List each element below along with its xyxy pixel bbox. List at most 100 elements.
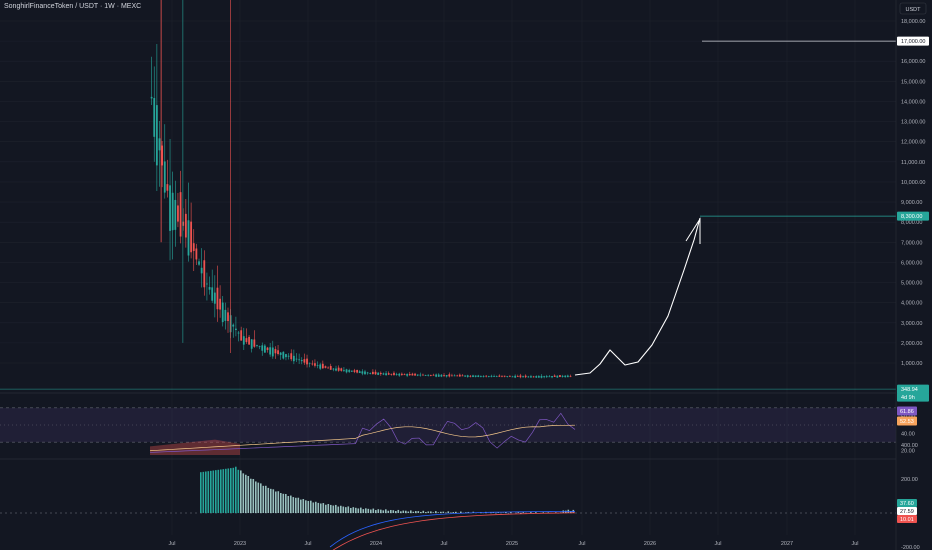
- macd-bar-65: [362, 509, 365, 513]
- candle-body-124: [477, 375, 480, 378]
- candle-body-0: [150, 96, 153, 99]
- macd-bar-10: [225, 468, 227, 513]
- candle-body-46: [271, 347, 274, 357]
- candle-body-20: [203, 260, 206, 288]
- macd-bar-79: [397, 509, 400, 513]
- candle-body-79: [358, 371, 361, 373]
- candle-body-139: [516, 376, 519, 377]
- macd-bar-32: [280, 493, 282, 513]
- macd-bar-59: [347, 506, 350, 513]
- macd-bar-122: [505, 512, 507, 513]
- macd-bar-74: [385, 509, 387, 513]
- candle-body-102: [419, 374, 422, 376]
- candle-body-12: [182, 221, 185, 226]
- macd-bar-16: [240, 470, 242, 513]
- candle-body-21: [206, 283, 208, 285]
- price-tick-7: 11,000.00: [901, 160, 925, 166]
- candle-body-29: [227, 312, 229, 322]
- price-label-1: 8,300.00: [901, 214, 922, 220]
- rsi-label-bg-1: [897, 416, 917, 426]
- macd-bar-41: [302, 499, 305, 513]
- candle-body-64: [319, 364, 322, 369]
- candle-body-43: [263, 345, 266, 353]
- macd-bar-127: [517, 512, 520, 513]
- price-axis-bg: [896, 0, 932, 550]
- candle-body-106: [429, 375, 432, 376]
- candle-body-138: [514, 375, 517, 378]
- candle-body-120: [466, 375, 469, 378]
- price-tick-15: 3,000.00: [901, 321, 922, 327]
- candle-body-22: [208, 287, 211, 290]
- candle-body-69: [332, 368, 335, 370]
- macd-bar-40: [300, 499, 302, 513]
- macd-bar-52: [330, 504, 332, 513]
- candle-body-51: [285, 354, 287, 358]
- candle-body-93: [395, 374, 398, 375]
- candle-body-23: [211, 287, 214, 301]
- macd-label-0: 37.60: [900, 501, 914, 507]
- candle-body-132: [498, 375, 501, 377]
- candle-body-155: [559, 375, 561, 378]
- price-labels: 17,000.00 8,300.00 348.94 4d 9h 61.86 52.53 37…: [897, 36, 929, 523]
- macd-bar-26: [265, 485, 267, 513]
- macd-bar-80: [400, 511, 402, 513]
- candle-body-112: [445, 375, 448, 377]
- candle-body-27: [221, 302, 224, 323]
- candle-body-147: [537, 376, 540, 378]
- currency-button[interactable]: [899, 2, 927, 15]
- macd-bar-132: [530, 512, 532, 513]
- macd-bar-29: [272, 489, 275, 513]
- macd-bar-78: [395, 511, 397, 513]
- macd-bar-18: [245, 474, 247, 513]
- macd-bar-25: [262, 485, 265, 513]
- candle-body-7: [169, 185, 171, 231]
- candle-body-33: [237, 332, 240, 334]
- macd-bar-102: [455, 511, 457, 513]
- macd-bar-14: [235, 466, 237, 513]
- macd-bar-36: [290, 495, 292, 513]
- macd-bar-39: [297, 497, 300, 513]
- macd-bar-55: [337, 506, 340, 513]
- macd-bar-7: [217, 469, 220, 513]
- macd-bar-3: [207, 471, 210, 513]
- candle-body-153: [553, 375, 556, 377]
- macd-label-bg-1: [897, 507, 917, 515]
- price-label-bg-3: [897, 392, 929, 402]
- candle-body-105: [427, 374, 430, 376]
- candle-body-2: [155, 105, 158, 166]
- candle-body-62: [314, 363, 316, 366]
- macd-bar-47: [317, 502, 320, 513]
- macd-bar-77: [392, 510, 395, 513]
- candle-body-65: [321, 363, 324, 369]
- candle-body-151: [548, 376, 551, 378]
- macd-bar-13: [232, 467, 235, 513]
- price-tick-16: 2,000.00: [901, 341, 922, 347]
- macd-bar-137: [542, 512, 545, 513]
- time-tick-4: Jul: [440, 541, 447, 547]
- candle-body-133: [501, 375, 503, 377]
- macd-bar-51: [327, 503, 330, 513]
- time-tick-7: 2026: [644, 541, 656, 547]
- time-tick-2: Jul: [304, 541, 311, 547]
- macd-bar-2: [205, 471, 207, 513]
- candle-body-115: [453, 375, 456, 377]
- candle-body-73: [343, 369, 345, 371]
- macd-bar-53: [332, 505, 335, 513]
- macd-bar-42: [305, 500, 307, 513]
- candle-body-159: [569, 375, 572, 377]
- macd-bar-1: [202, 471, 205, 513]
- candle-body-94: [398, 373, 401, 376]
- time-tick-8: Jul: [714, 541, 721, 547]
- time-axis: Jul 2023 Jul 2024 Jul 2025 Jul 2026 Jul 2027 Jul: [168, 541, 858, 547]
- macd-bar-85: [412, 511, 415, 513]
- macd-bar-44: [310, 500, 312, 513]
- candle-body-71: [337, 367, 340, 371]
- candle-body-101: [416, 374, 419, 376]
- candle-body-86: [377, 372, 380, 375]
- candle-body-109: [437, 374, 440, 377]
- price-levels: [0, 40, 896, 390]
- candle-body-128: [487, 376, 490, 377]
- candle-body-36: [245, 338, 248, 342]
- rsi-label-bg-0: [897, 406, 917, 416]
